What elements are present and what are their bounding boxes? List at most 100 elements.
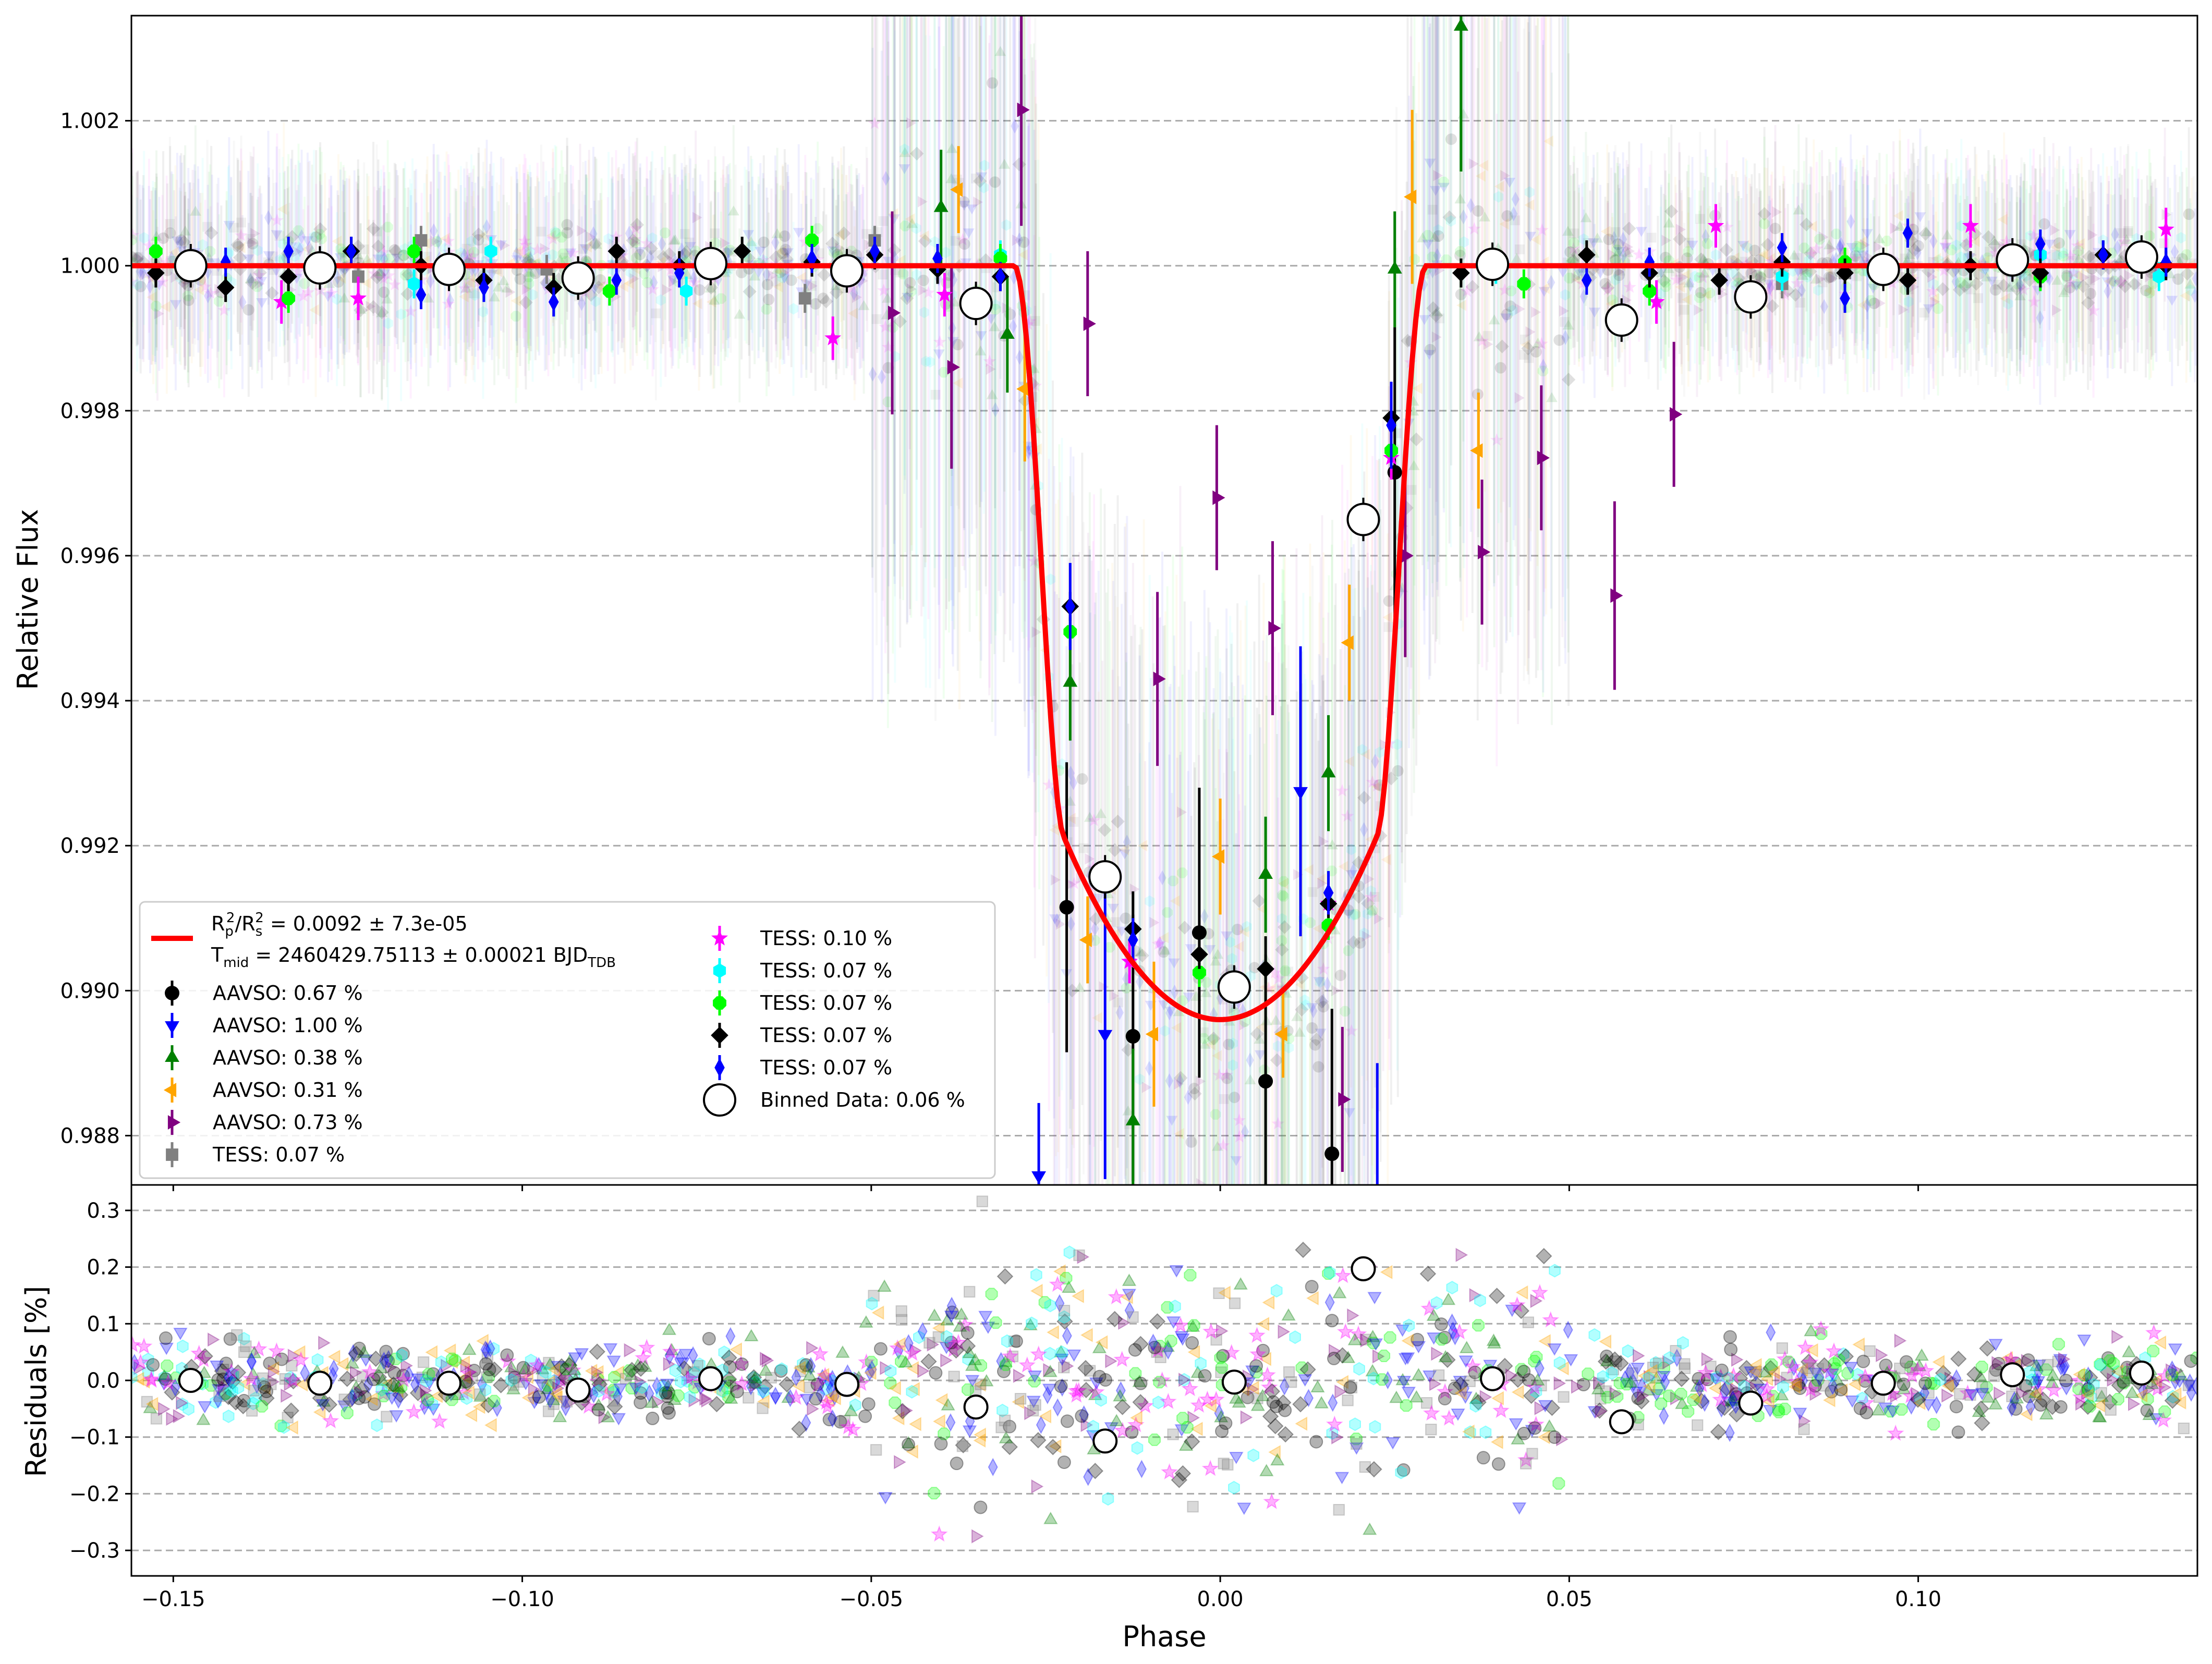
- background-point: [2000, 292, 2010, 304]
- background-point: [1989, 246, 2002, 259]
- background-point: [1510, 215, 1521, 226]
- background-point: [133, 252, 143, 262]
- residual-point: [445, 1393, 458, 1406]
- background-point: [1317, 962, 1330, 975]
- background-point: [1156, 936, 1164, 951]
- background-point: [1370, 779, 1384, 792]
- background-point: [1535, 337, 1548, 350]
- residual-point: [1216, 1349, 1230, 1363]
- data-point: [1582, 271, 1592, 290]
- background-point: [1903, 296, 1914, 308]
- residual-point: [1781, 1372, 1793, 1384]
- residual-point: [1058, 1362, 1070, 1374]
- residual-point: [723, 1376, 736, 1389]
- background-point: [1467, 222, 1481, 235]
- background-point: [1255, 1050, 1266, 1060]
- background-point: [1852, 254, 1863, 264]
- binned-point: [432, 252, 466, 286]
- background-point: [1361, 897, 1375, 911]
- residual-point: [1259, 1352, 1271, 1366]
- residual-point: [1255, 1389, 1270, 1401]
- residual-point: [393, 1390, 404, 1409]
- legend-label: AAVSO: 0.73 %: [213, 1111, 363, 1134]
- background-point: [1104, 942, 1115, 953]
- residual-point: [1778, 1402, 1791, 1415]
- background-point: [556, 232, 567, 243]
- residual-point: [1743, 1366, 1758, 1379]
- background-point: [139, 232, 149, 244]
- residual-point: [1043, 1363, 1056, 1378]
- background-point: [788, 303, 799, 315]
- background-point: [233, 250, 247, 265]
- background-point: [138, 265, 147, 280]
- residual-point: [2029, 1359, 2044, 1372]
- background-point: [1145, 1061, 1153, 1076]
- residual-point: [807, 1401, 820, 1416]
- residual-point: [681, 1374, 694, 1388]
- background-point: [366, 222, 381, 236]
- background-point: [2104, 284, 2112, 299]
- background-point: [1383, 622, 1394, 632]
- background-point: [1200, 987, 1212, 997]
- background-point: [2025, 230, 2036, 242]
- residual-point: [998, 1354, 1013, 1367]
- residual-point: [580, 1397, 598, 1414]
- residual-point: [518, 1378, 533, 1390]
- residual-point: [2009, 1402, 2023, 1416]
- residual-point: [284, 1377, 297, 1391]
- residual-point: [356, 1371, 369, 1382]
- residual-point: [858, 1409, 872, 1423]
- legend-entry: TESS: 0.07 %: [713, 958, 892, 983]
- background-point: [1956, 251, 1966, 263]
- background-point: [332, 276, 344, 288]
- residual-point: [485, 1339, 495, 1358]
- residual-point: [1452, 1376, 1469, 1393]
- background-point: [768, 270, 779, 282]
- residual-point: [459, 1375, 476, 1391]
- background-point: [198, 280, 212, 292]
- residual-point: [2020, 1407, 2033, 1422]
- background-point: [625, 226, 634, 241]
- residual-point: [1087, 1420, 1099, 1434]
- background-point: [388, 244, 403, 258]
- background-point: [212, 266, 222, 276]
- residual-point: [757, 1394, 770, 1409]
- background-point: [986, 389, 998, 399]
- background-point: [1900, 253, 1910, 264]
- residual-point: [1401, 1387, 1416, 1400]
- residual-point: [548, 1374, 560, 1388]
- background-point: [994, 46, 1006, 56]
- background-point: [900, 143, 910, 155]
- residual-point: [284, 1371, 297, 1385]
- background-point: [1622, 222, 1636, 236]
- residual-point: [2149, 1374, 2162, 1389]
- background-point: [858, 300, 870, 310]
- residual-point: [266, 1361, 279, 1376]
- background-point: [519, 296, 533, 310]
- residual-point: [1176, 1412, 1189, 1425]
- background-point: [776, 246, 786, 258]
- background-point: [248, 237, 258, 249]
- residual-point: [1509, 1418, 1523, 1431]
- residual-point: [797, 1357, 809, 1371]
- background-point: [2108, 274, 2117, 290]
- residual-point: [591, 1365, 604, 1380]
- background-point: [1429, 232, 1441, 242]
- background-point: [1798, 242, 1809, 253]
- background-point: [471, 227, 486, 241]
- background-point: [919, 307, 929, 319]
- data-point: [1193, 965, 1206, 980]
- background-point: [493, 266, 503, 278]
- background-point: [2176, 253, 2188, 265]
- background-point: [1135, 946, 1147, 957]
- background-point: [1262, 982, 1275, 995]
- residual-point: [1190, 1422, 1203, 1436]
- background-point: [1515, 244, 1525, 254]
- residual-point: [1911, 1387, 1924, 1401]
- background-point: [560, 252, 570, 263]
- residual-point: [2030, 1380, 2047, 1397]
- background-point: [2050, 224, 2060, 236]
- residual-point: [528, 1382, 541, 1397]
- background-point: [382, 268, 395, 282]
- binned-point: [830, 254, 864, 288]
